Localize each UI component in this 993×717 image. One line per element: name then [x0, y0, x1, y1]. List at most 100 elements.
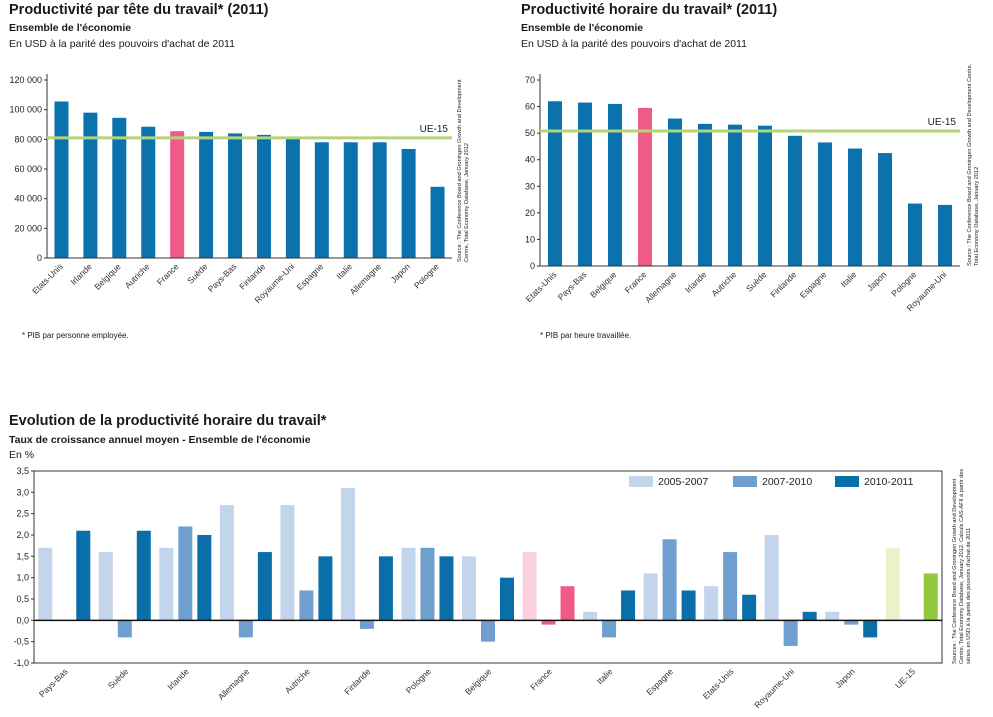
y-tick-label: 1,5	[16, 551, 29, 561]
bar-belgique-2007-2010	[481, 620, 495, 642]
x-tick-label: Pays-Bas	[37, 666, 70, 699]
y-tick-label: -1,0	[13, 658, 29, 668]
legend-label: 2010-2011	[864, 476, 914, 488]
y-tick-label: 1,0	[16, 573, 29, 583]
bar-royaume-uni	[938, 204, 952, 266]
x-tick-label: Etats-Unis	[524, 269, 559, 304]
bar-etats-unis	[548, 101, 562, 266]
bar-japon-2005-2007	[825, 611, 840, 621]
x-tick-label: Japon	[833, 666, 857, 690]
bar-autriche	[728, 124, 742, 266]
bar-pays-bas	[578, 102, 592, 266]
legend-swatch-2010-2011	[835, 476, 859, 487]
y-tick-label: 30	[525, 181, 535, 191]
y-tick-label: 20	[525, 208, 535, 218]
x-tick-label: Espagne	[644, 666, 675, 697]
chart2-unit: En USD à la parité des pouvoirs d'achat …	[521, 38, 747, 50]
bar-espagne-2005-2007	[643, 573, 658, 621]
bar-irlande-2005-2007	[159, 547, 174, 621]
bar-japon-2007-2010	[844, 620, 859, 625]
x-tick-label: Etats-Unis	[30, 261, 65, 296]
bar-ue-15-2010-2011	[923, 573, 938, 621]
y-tick-label: 3,0	[16, 487, 29, 497]
x-tick-label: Allemagne	[643, 269, 679, 305]
x-tick-label: UE-15	[893, 666, 917, 690]
bar-france-2007-2010	[541, 620, 556, 625]
bar-belgique	[608, 103, 622, 267]
chart1-title: Productivité par tête du travail* (2011)	[9, 2, 269, 18]
x-tick-label: France	[528, 666, 554, 692]
chart2-title: Productivité horaire du travail* (2011)	[521, 2, 778, 18]
chart1-subtitle: Ensemble de l'économie	[9, 22, 132, 34]
x-tick-label: Autriche	[123, 261, 152, 290]
y-tick-label: 80 000	[14, 134, 42, 144]
bar-italie	[848, 148, 862, 266]
bar-france	[638, 107, 652, 267]
bar-etats-unis-2010-2011	[742, 594, 757, 621]
bar-belgique-2005-2007	[462, 556, 476, 621]
x-tick-label: Italie	[595, 666, 615, 686]
y-tick-label: -0,5	[13, 637, 29, 647]
chart2-source: Source : The Conference Board and Gronin…	[967, 63, 980, 266]
x-tick-label: Etats-Unis	[701, 666, 736, 701]
x-tick-label: Belgique	[463, 666, 494, 697]
bar-finlande	[788, 135, 802, 266]
bar-etats-unis	[54, 101, 69, 258]
x-tick-label: Italie	[334, 261, 354, 281]
chart3-title: Evolution de la productivité horaire du …	[9, 413, 327, 429]
x-tick-label: Japon	[389, 261, 413, 285]
chart1-unit: En USD à la parité des pouvoirs d'achat …	[9, 38, 235, 50]
bar-irlande	[83, 112, 98, 258]
x-tick-label: Suède	[744, 269, 769, 294]
y-tick-label: 40 000	[14, 194, 42, 204]
x-tick-label: Japon	[865, 269, 889, 293]
y-tick-label: 120 000	[9, 75, 42, 85]
y-tick-label: 2,0	[16, 530, 29, 540]
bar-france	[170, 131, 185, 258]
bar-allemagne-2007-2010	[238, 620, 253, 638]
x-tick-label: France	[155, 261, 181, 287]
x-tick-label: Irlande	[165, 666, 191, 692]
bar-royaume-uni-2005-2007	[764, 535, 779, 621]
bar-pologne-2007-2010	[420, 547, 435, 621]
x-tick-label: Finlande	[768, 269, 798, 299]
x-tick-label: Autriche	[709, 269, 738, 298]
y-tick-label: 20 000	[14, 223, 42, 233]
bar-japon	[878, 153, 892, 266]
bar-belgique-2010-2011	[500, 577, 514, 621]
chart3-plot: -1,0 -0,5 0,0 0,5 1,0 1,5 2,0 2,5 3,0 3,5 Pays-Bas…	[13, 466, 943, 710]
x-tick-label: Pologne	[404, 666, 433, 695]
bar-italie-2005-2007	[583, 611, 598, 621]
x-tick-label: Pays-Bas	[206, 261, 239, 294]
bar-pologne-2005-2007	[401, 547, 416, 621]
bar-belgique	[112, 117, 127, 258]
legend-label: 2007-2010	[762, 476, 812, 488]
x-tick-label: Autriche	[283, 666, 312, 695]
x-tick-label: Suède	[106, 666, 131, 691]
chart3-subtitle: Taux de croissance annuel moyen - Ensemb…	[9, 434, 311, 446]
x-tick-label: Suède	[185, 261, 210, 286]
bar-allemagne-2010-2011	[257, 552, 272, 621]
bar-pologne	[430, 186, 445, 258]
bar-royaume-uni-2007-2010	[783, 620, 798, 646]
bar-pologne-2010-2011	[439, 556, 454, 621]
bar-espagne-2007-2010	[662, 539, 677, 621]
bar-finlande-2005-2007	[340, 488, 355, 621]
bar-finlande-2007-2010	[359, 620, 374, 629]
bar-ue-15-2005-2007	[885, 547, 900, 621]
bar-allemagne	[668, 118, 682, 267]
y-tick-label: 0	[530, 261, 535, 271]
bar-espagne	[818, 142, 832, 266]
x-tick-label: Allemagne	[216, 666, 252, 702]
legend-label: 2005-2007	[658, 476, 708, 488]
bar-autriche	[141, 126, 156, 258]
bar-royaume-uni	[285, 137, 300, 258]
bar-espagne-2010-2011	[681, 590, 696, 621]
x-tick-label: Allemagne	[348, 261, 384, 297]
bar-japon-2010-2011	[863, 620, 878, 638]
bar-etats-unis-2007-2010	[723, 552, 738, 621]
bar-italie-2007-2010	[602, 620, 617, 638]
y-tick-label: 60 000	[14, 164, 42, 174]
bar-autriche-2010-2011	[318, 556, 333, 621]
